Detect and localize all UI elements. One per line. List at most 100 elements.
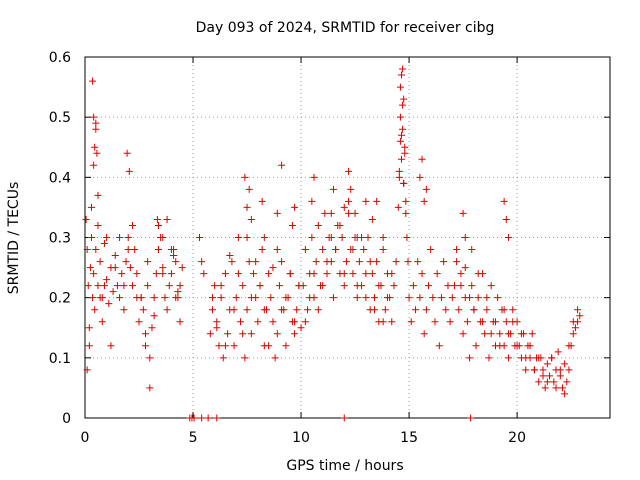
data-point-plus-marker [416,173,424,181]
data-point-plus-marker [312,258,320,266]
data-point-plus-marker [381,306,389,314]
y-tick-label: 0.3 [49,231,71,247]
data-point-plus-marker [247,294,255,302]
data-point-plus-marker [569,330,577,338]
data-point-plus-marker [165,282,173,290]
data-point-plus-marker [228,258,236,266]
data-point-plus-marker [383,294,391,302]
data-point-plus-marker [355,258,363,266]
data-point-plus-marker [474,294,482,302]
data-point-plus-marker [91,143,99,151]
data-point-plus-marker [293,306,301,314]
data-point-plus-marker [123,149,131,157]
data-point-plus-marker [342,258,350,266]
data-point-plus-marker [232,294,240,302]
data-point-plus-marker [509,306,517,314]
data-point-plus-marker [323,270,331,278]
data-point-plus-marker [494,294,502,302]
data-point-plus-marker [467,414,475,422]
data-point-plus-marker [113,282,121,290]
data-point-plus-marker [418,155,426,163]
data-point-plus-marker [86,264,94,272]
data-point-plus-marker [402,209,410,217]
data-point-plus-marker [94,191,102,199]
data-points [82,65,584,422]
data-point-plus-marker [491,318,499,326]
data-point-plus-marker [418,270,426,278]
data-point-plus-marker [504,330,512,338]
data-point-plus-marker [407,318,415,326]
data-point-plus-marker [371,306,379,314]
data-point-plus-marker [504,354,512,362]
data-point-plus-marker [226,252,234,260]
data-point-plus-marker [459,330,467,338]
data-point-plus-marker [522,366,530,374]
data-point-plus-marker [301,246,309,254]
data-point-plus-marker [398,155,406,163]
data-point-plus-marker [442,306,450,314]
data-point-plus-marker [291,203,299,211]
data-point-plus-marker [310,173,318,181]
y-tick-label: 0.2 [49,291,71,307]
data-point-plus-marker [396,113,404,121]
data-point-plus-marker [288,221,296,229]
data-point-plus-marker [429,294,437,302]
data-point-plus-marker [468,246,476,254]
data-point-plus-marker [243,203,251,211]
data-point-plus-marker [234,234,242,241]
data-point-plus-marker [345,197,353,205]
data-point-plus-marker [150,312,158,320]
data-point-plus-marker [167,270,175,278]
data-point-plus-marker [137,294,145,302]
data-point-plus-marker [159,234,167,241]
data-point-plus-marker [237,318,245,326]
data-point-plus-marker [146,384,154,392]
data-point-plus-marker [481,330,489,338]
data-point-plus-marker [129,282,137,290]
data-point-plus-marker [124,246,132,254]
data-point-plus-marker [172,258,180,266]
data-point-plus-marker [103,276,111,284]
x-tick-label: 10 [292,430,310,446]
data-point-plus-marker [92,119,100,127]
data-point-plus-marker [485,354,493,362]
data-point-plus-marker [271,354,279,362]
data-point-plus-marker [135,318,143,326]
data-point-plus-marker [539,366,547,374]
data-point-plus-marker [89,77,97,85]
data-point-plus-marker [301,318,309,326]
data-point-plus-marker [396,83,404,91]
data-point-plus-marker [243,234,251,241]
data-point-plus-marker [548,354,556,362]
data-point-plus-marker [241,354,249,362]
data-point-plus-marker [96,258,104,266]
data-point-plus-marker [291,318,299,326]
data-point-plus-marker [373,258,381,266]
data-point-plus-marker [565,366,573,374]
data-point-plus-marker [444,282,452,290]
data-point-plus-marker [353,282,361,290]
data-point-plus-marker [92,246,100,254]
data-point-plus-marker [457,270,465,278]
data-point-plus-marker [554,348,562,356]
data-point-plus-marker [230,306,238,314]
data-point-plus-marker [392,258,400,266]
data-point-plus-marker [217,282,225,290]
data-point-plus-marker [561,360,569,368]
data-point-plus-marker [496,330,504,338]
data-point-plus-marker [291,330,299,338]
x-axis-ticks: 0 5 10 15 20 [81,57,526,446]
data-point-plus-marker [388,270,396,278]
data-point-plus-marker [90,113,98,121]
data-point-plus-marker [327,209,335,217]
data-point-plus-marker [282,342,290,350]
data-point-plus-marker [416,294,424,302]
data-point-plus-marker [83,246,91,254]
y-tick-label: 0.1 [49,351,71,367]
data-point-plus-marker [105,300,113,308]
data-point-plus-marker [198,414,206,422]
data-point-plus-marker [321,209,329,217]
data-point-plus-marker [502,215,510,223]
data-point-plus-marker [401,143,409,151]
data-point-plus-marker [125,167,133,175]
